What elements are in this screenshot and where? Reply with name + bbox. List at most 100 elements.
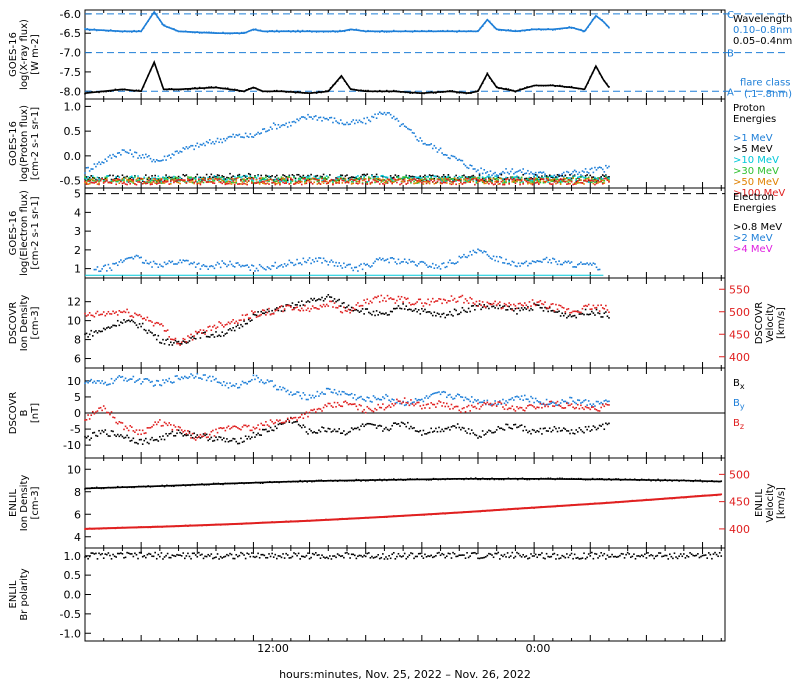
- data-point: [499, 177, 501, 179]
- data-point: [182, 88, 185, 91]
- data-point: [276, 309, 278, 311]
- data-point: [322, 257, 325, 260]
- data-point: [517, 179, 520, 181]
- data-point: [466, 432, 468, 434]
- data-point: [425, 178, 428, 181]
- data-point: [230, 439, 233, 442]
- data-point: [570, 85, 573, 88]
- data-point: [403, 125, 406, 128]
- data-point: [597, 268, 599, 271]
- data-point: [244, 183, 247, 185]
- data-point: [339, 405, 342, 407]
- data-point: [545, 175, 548, 177]
- data-point: [589, 262, 592, 265]
- data-point: [244, 314, 247, 317]
- data-point: [514, 182, 517, 185]
- data-point: [88, 29, 91, 32]
- data-point: [594, 16, 596, 19]
- data-point: [112, 310, 114, 313]
- data-point: [233, 88, 236, 91]
- data-point: [268, 425, 270, 428]
- data-point: [478, 176, 481, 178]
- data-point: [85, 315, 88, 317]
- data-point: [569, 180, 571, 182]
- data-point: [318, 298, 320, 300]
- data-point: [553, 402, 556, 404]
- data-point: [422, 178, 425, 181]
- data-point: [601, 178, 604, 180]
- series-by: [84, 372, 610, 407]
- data-point: [286, 417, 289, 420]
- data-point: [240, 319, 242, 321]
- data-point: [436, 151, 439, 153]
- data-point: [389, 180, 392, 183]
- data-point: [120, 153, 122, 156]
- series-line: [84, 60, 610, 95]
- data-point: [502, 406, 504, 408]
- data-point: [407, 401, 409, 403]
- data-point: [491, 80, 493, 83]
- data-point: [396, 181, 398, 184]
- data-point: [371, 409, 373, 412]
- data-point: [424, 176, 426, 179]
- data-point: [402, 303, 404, 305]
- data-point: [255, 181, 258, 183]
- data-point: [453, 90, 456, 93]
- data-point: [361, 304, 364, 307]
- data-point: [416, 401, 418, 404]
- data-point: [171, 260, 174, 263]
- data-point: [235, 177, 238, 180]
- data-point: [98, 180, 100, 183]
- data-point: [475, 400, 478, 402]
- data-point: [162, 424, 164, 427]
- data-point: [503, 181, 506, 184]
- data-point: [597, 179, 599, 182]
- data-point: [304, 116, 306, 119]
- data-point: [276, 89, 278, 92]
- data-point: [470, 177, 473, 180]
- data-point: [466, 177, 468, 180]
- data-point: [232, 178, 234, 180]
- y-tick-label: 0.5: [64, 125, 82, 138]
- data-point: [257, 311, 259, 313]
- data-point: [177, 152, 180, 154]
- data-point: [174, 150, 177, 153]
- data-point: [283, 308, 286, 310]
- data-point: [247, 317, 250, 319]
- data-point: [439, 181, 442, 184]
- data-point: [608, 178, 610, 181]
- data-point: [366, 308, 369, 310]
- data-point: [380, 180, 383, 183]
- data-point: [205, 265, 208, 268]
- data-point: [135, 324, 138, 326]
- data-point: [463, 309, 465, 312]
- data-point: [414, 182, 417, 184]
- data-point: [513, 181, 515, 184]
- data-point: [319, 257, 322, 259]
- data-point: [132, 178, 135, 180]
- data-point: [522, 183, 525, 185]
- data-point: [95, 382, 97, 384]
- data-point: [338, 262, 340, 264]
- data-point: [489, 178, 492, 181]
- data-point: [409, 30, 411, 33]
- data-point: [232, 384, 234, 387]
- data-point: [405, 425, 408, 428]
- data-point: [294, 421, 297, 423]
- data-point: [204, 374, 206, 376]
- data-point: [463, 30, 465, 32]
- data-point: [277, 423, 280, 426]
- data-point: [299, 177, 302, 180]
- data-point: [456, 261, 459, 263]
- data-point: [201, 176, 203, 179]
- legend-entry: By: [733, 398, 745, 411]
- data-point: [516, 265, 518, 268]
- data-point: [154, 177, 156, 179]
- data-point: [573, 310, 576, 313]
- data-point: [252, 181, 255, 184]
- data-point: [129, 256, 132, 259]
- data-point: [488, 177, 490, 179]
- data-point: [361, 173, 364, 176]
- data-point: [194, 375, 197, 378]
- data-point: [99, 406, 102, 409]
